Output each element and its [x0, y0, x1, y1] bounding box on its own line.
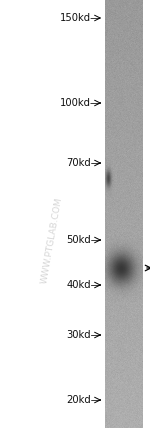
- Text: WWW.PTGLAB.COM: WWW.PTGLAB.COM: [40, 196, 64, 284]
- Text: 20kd—: 20kd—: [66, 395, 101, 405]
- Text: 150kd—: 150kd—: [60, 13, 101, 23]
- Text: 70kd—: 70kd—: [66, 158, 101, 168]
- Text: 30kd—: 30kd—: [66, 330, 101, 340]
- Text: 40kd—: 40kd—: [66, 280, 101, 290]
- Text: 100kd—: 100kd—: [60, 98, 101, 108]
- Text: 50kd—: 50kd—: [66, 235, 101, 245]
